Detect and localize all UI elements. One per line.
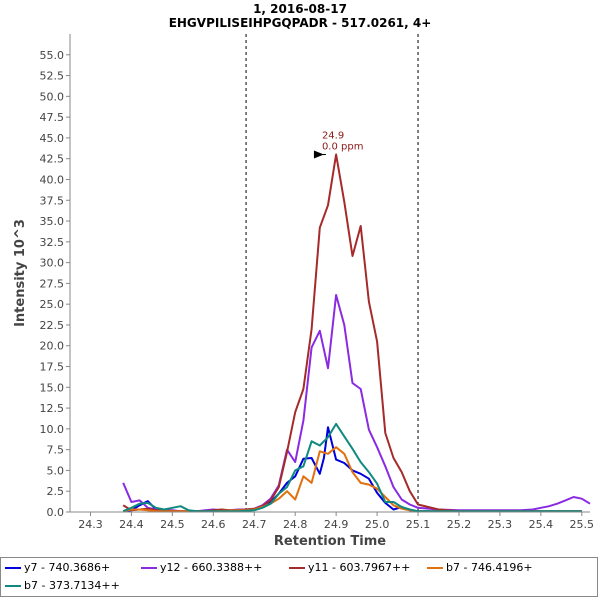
y-tick-label: 0.0 [47,506,65,519]
x-tick-label: 25.4 [529,518,554,531]
y-tick-label: 27.5 [40,277,65,290]
y-axis-title: Intensity 10^3 [13,219,28,327]
plot-area [70,34,590,512]
y-tick-label: 52.5 [40,70,65,83]
y-tick-label: 35.0 [40,215,65,228]
legend-swatch [5,567,21,569]
y-tick-label: 10.0 [40,423,65,436]
y-tick-label: 50.0 [40,90,65,103]
legend-swatch [5,585,21,587]
x-tick-label: 24.8 [283,518,308,531]
y-tick-label: 32.5 [40,236,65,249]
y-tick-label: 47.5 [40,111,65,124]
legend-item: y11 - 603.7967++ [289,560,410,576]
x-tick-label: 24.9 [324,518,349,531]
legend-label: y7 - 740.3686+ [24,561,111,574]
y-tick-label: 37.5 [40,194,65,207]
y-tick-label: 20.0 [40,340,65,353]
peak-label-ppm: 0.0 ppm [322,142,364,153]
x-tick-label: 24.5 [160,518,185,531]
y-tick-label: 45.0 [40,132,65,145]
x-tick-label: 25.3 [488,518,513,531]
legend-label: b7 - 746.4196+ [446,561,533,574]
y-tick-label: 55.0 [40,49,65,62]
x-tick-label: 25.1 [406,518,431,531]
x-axis-title: Retention Time [274,534,386,549]
chart-title: 1, 2016-08-17 [253,2,347,16]
chart-subtitle: EHGVPILISEIHPGQPADR - 517.0261, 4+ [168,16,432,30]
chart-plot: 24.90.0 ppm 24.3 24.4 24.5 24.6 24.7 24.8 24.9… [13,34,595,549]
legend-swatch [141,567,157,569]
x-tick-label: 24.7 [242,518,267,531]
x-tick-label: 25.5 [570,518,595,531]
y-tick-label: 22.5 [40,319,65,332]
x-tick-label: 24.3 [78,518,103,531]
x-tick-label: 24.4 [119,518,144,531]
y-tick-label: 12.5 [40,402,65,415]
legend-swatch [289,567,305,569]
legend-label: b7 - 373.7134++ [24,579,120,592]
series-line-3 [122,446,582,513]
y-tick-label: 40.0 [40,173,65,186]
legend-item: b7 - 373.7134++ [5,578,120,594]
legend-label: y11 - 603.7967++ [308,561,411,574]
chart-legend: y7 - 740.3686+ y12 - 660.3388++ y11 - 603.… [0,557,598,597]
legend-item: b7 - 746.4196+ [427,560,533,576]
y-tick-label: 15.0 [40,381,65,394]
peak-label-rt: 24.9 [322,131,344,142]
y-tick-label: 30.0 [40,257,65,270]
y-tick-label: 42.5 [40,153,65,166]
y-tick-label: 7.5 [47,444,65,457]
y-tick-label: 2.5 [47,485,65,498]
y-tick-label: 5.0 [47,464,65,477]
x-tick-label: 25.0 [365,518,390,531]
legend-item: y12 - 660.3388++ [141,560,262,576]
x-tick-label: 25.2 [447,518,472,531]
legend-item: y7 - 740.3686+ [5,560,110,576]
legend-swatch [427,567,443,569]
legend-label: y12 - 660.3388++ [160,561,263,574]
y-tick-label: 17.5 [40,361,65,374]
y-tick-label: 25.0 [40,298,65,311]
x-tick-label: 24.6 [201,518,226,531]
series-line-4 [122,422,582,513]
